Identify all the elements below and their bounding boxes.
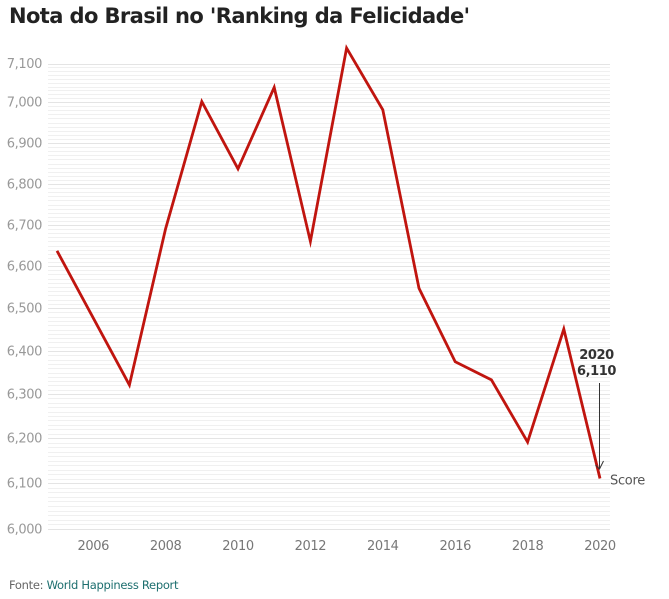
y-tick-label: 7,000 — [7, 96, 42, 111]
x-tick-label: 2012 — [295, 539, 326, 554]
y-tick-label: 6,300 — [7, 388, 42, 403]
grid — [48, 64, 610, 530]
x-tick-label: 2008 — [150, 539, 182, 554]
chart-title: Nota do Brasil no 'Ranking da Felicidade… — [9, 4, 470, 28]
y-tick-label: 7,100 — [7, 57, 42, 72]
x-tick-label: 2014 — [367, 539, 399, 554]
y-tick-label: 6,400 — [7, 345, 42, 360]
source-footer: Fonte: World Happiness Report — [9, 578, 178, 592]
line-chart: 6,000 6,100 6,200 6,300 6,400 6,500 6,600 6,700… — [7, 44, 646, 554]
y-axis: 6,000 6,100 6,200 6,300 6,400 6,500 6,600 6,700… — [7, 57, 43, 538]
x-tick-label: 2006 — [77, 539, 109, 554]
y-tick-label: 6,700 — [7, 219, 42, 234]
series-score: Score — [55, 44, 646, 489]
x-axis: 2006 2008 2010 2012 2014 2016 2018 2020 — [77, 539, 616, 554]
series-label: Score — [610, 474, 645, 489]
x-tick-label: 2018 — [512, 539, 544, 554]
y-tick-label: 6,200 — [7, 432, 42, 447]
y-tick-label: 6,600 — [7, 260, 42, 275]
x-tick-label: 2016 — [439, 539, 471, 554]
y-tick-label: 6,800 — [7, 178, 42, 193]
x-tick-label: 2020 — [584, 539, 616, 554]
source-label: Fonte: — [9, 578, 44, 592]
y-tick-label: 6,000 — [7, 523, 42, 538]
source-link[interactable]: World Happiness Report — [46, 578, 179, 592]
y-tick-label: 6,100 — [7, 477, 42, 492]
x-tick-label: 2010 — [222, 539, 254, 554]
annotation-arrowhead-icon — [595, 460, 604, 470]
annotation-year: 2020 — [579, 348, 614, 363]
y-tick-label: 6,900 — [7, 137, 42, 152]
series-line — [55, 44, 602, 479]
y-tick-label: 6,500 — [7, 302, 42, 317]
annotation-value: 6,110 — [577, 364, 616, 379]
